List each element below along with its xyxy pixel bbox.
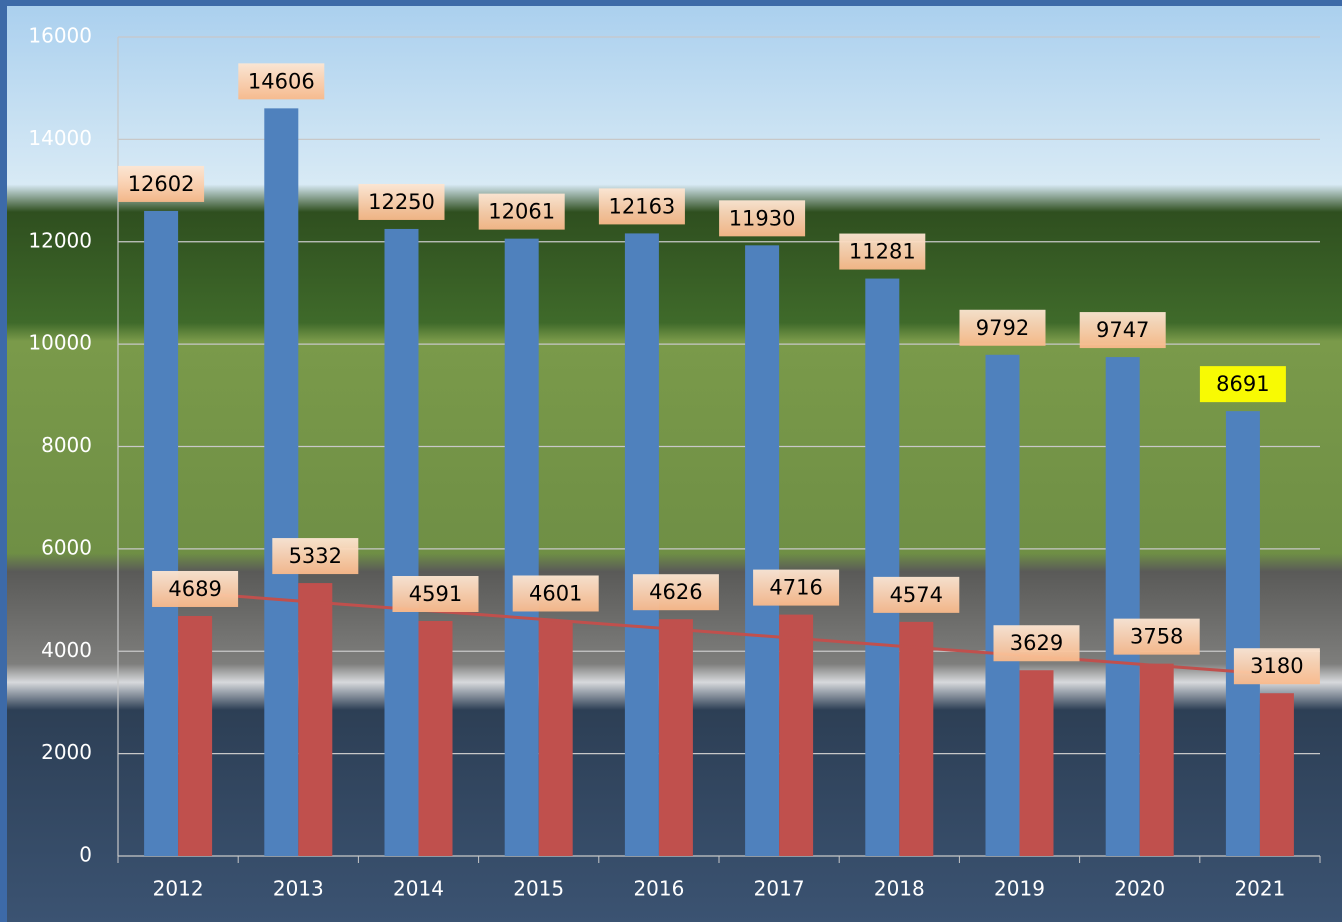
y-tick-label: 0 [79, 843, 92, 867]
value-label-box [1199, 366, 1286, 403]
value-label: 8691 [1216, 372, 1269, 396]
bar [504, 238, 539, 856]
y-tick-label: 4000 [41, 638, 92, 662]
y-tick-label: 12000 [28, 228, 92, 252]
value-label: 14606 [248, 69, 315, 93]
x-tick-label: 2012 [153, 877, 204, 901]
value-label-box [1113, 618, 1200, 655]
bar [899, 621, 934, 856]
value-label-box [272, 538, 359, 575]
y-tick-label: 10000 [28, 331, 92, 355]
value-label: 4591 [409, 582, 462, 606]
value-label: 3758 [1130, 625, 1183, 649]
value-label: 4626 [649, 580, 702, 604]
y-tick-label: 14000 [28, 126, 92, 150]
frame-left [0, 0, 7, 922]
frame-top [0, 0, 1342, 6]
value-label: 9747 [1096, 318, 1149, 342]
value-label-box [152, 570, 239, 607]
bar [1139, 663, 1174, 856]
value-label: 11930 [729, 206, 796, 230]
x-tick-label: 2016 [633, 877, 684, 901]
value-label: 12061 [488, 200, 555, 224]
value-label: 11281 [849, 240, 916, 264]
value-label-box [632, 574, 719, 611]
y-tick-label: 6000 [41, 535, 92, 559]
bar [418, 620, 453, 856]
x-tick-label: 2015 [513, 877, 564, 901]
bar [298, 583, 333, 856]
x-tick-label: 2014 [393, 877, 444, 901]
value-label-box [512, 575, 599, 612]
x-tick-label: 2021 [1234, 877, 1285, 901]
value-label-box [719, 200, 806, 237]
value-label-box [1079, 312, 1166, 349]
value-label-box [873, 576, 960, 613]
bar [985, 354, 1020, 856]
x-tick-label: 2019 [994, 877, 1045, 901]
value-label-box [238, 63, 325, 100]
y-tick-label: 8000 [41, 433, 92, 457]
value-label-box [1233, 648, 1320, 685]
value-label: 12602 [128, 172, 195, 196]
value-label: 3629 [1010, 631, 1063, 655]
bar [1259, 693, 1294, 856]
value-label: 5332 [289, 544, 342, 568]
x-tick-label: 2018 [874, 877, 925, 901]
trend-line [177, 590, 1261, 675]
value-label: 12163 [608, 194, 675, 218]
value-label: 9792 [976, 316, 1029, 340]
x-tick-label: 2020 [1114, 877, 1165, 901]
bar [1225, 411, 1260, 856]
bar [538, 620, 573, 856]
value-label-box [478, 193, 565, 230]
value-label-box [959, 309, 1046, 346]
bar [658, 619, 693, 856]
bar [178, 615, 213, 856]
bar [1019, 670, 1054, 856]
value-label: 4716 [769, 576, 822, 600]
value-label: 3180 [1250, 654, 1303, 678]
y-tick-label: 2000 [41, 740, 92, 764]
bar [384, 228, 419, 856]
value-label: 12250 [368, 190, 435, 214]
value-label-box [358, 183, 445, 220]
value-label: 4689 [168, 577, 221, 601]
value-label-box [392, 575, 479, 612]
bar [144, 210, 179, 856]
x-tick-label: 2013 [273, 877, 324, 901]
x-tick-label: 2017 [754, 877, 805, 901]
value-label-box [753, 569, 840, 606]
value-label-box [118, 165, 205, 202]
value-label: 4601 [529, 581, 582, 605]
value-label: 4574 [890, 583, 943, 607]
value-label-box [598, 188, 685, 225]
bar [745, 245, 780, 856]
bar [779, 614, 814, 856]
bar [264, 108, 299, 857]
value-label-box [993, 625, 1080, 662]
value-label-box [839, 233, 926, 270]
y-tick-label: 16000 [28, 24, 92, 48]
bar [1105, 357, 1140, 856]
bar [865, 278, 900, 856]
bar [624, 233, 659, 856]
